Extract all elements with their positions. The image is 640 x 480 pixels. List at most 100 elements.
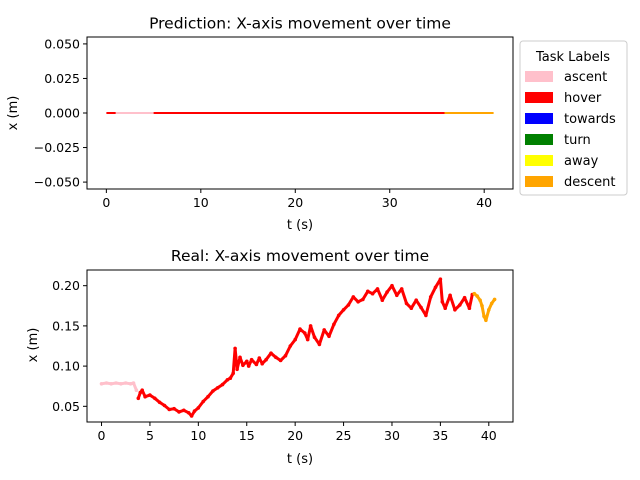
data-point-hover (225, 378, 230, 382)
data-point-hover (312, 335, 317, 340)
data-point-hover (138, 390, 143, 395)
data-point-hover (283, 353, 288, 358)
data-point-descent (472, 291, 477, 296)
data-point-descent (484, 318, 488, 323)
data-point-hover (370, 291, 375, 296)
data-point-hover (351, 295, 356, 299)
data-point-hover (241, 363, 245, 368)
data-point-hover (332, 322, 336, 327)
legend-swatch-turn (525, 134, 553, 145)
x-tick-label: 30 (384, 428, 400, 443)
data-point-hover (269, 351, 273, 356)
data-point-hover (467, 306, 472, 311)
legend-label-ascent: ascent (564, 70, 607, 85)
x-tick-label: 25 (336, 428, 352, 443)
data-point-hover (182, 408, 186, 413)
real-chart: Real: X-axis movement over time 0 5 10 15 20… (26, 247, 514, 467)
data-point-hover (274, 355, 278, 360)
prediction-chart: Prediction: X-axis movement over time 0 1… (6, 15, 514, 233)
data-point-descent (478, 298, 482, 303)
data-point-hover (341, 308, 346, 312)
data-point-hover (196, 406, 201, 410)
data-point-descent (480, 304, 484, 308)
y-tick-label: 0.10 (52, 359, 80, 374)
data-point-hover (419, 305, 423, 310)
data-point-hover (220, 382, 225, 387)
data-point-hover (157, 400, 162, 405)
data-point-hover (143, 394, 147, 399)
data-point-hover (390, 283, 394, 288)
data-point-hover (246, 364, 251, 368)
data-point-hover (440, 300, 445, 304)
data-point-ascent (128, 382, 133, 386)
data-point-hover (211, 389, 215, 393)
data-point-hover (308, 324, 313, 328)
plot-area: 0 10 20 30 40 −0.050 −0.025 0.000 0.025 0.050 (34, 36, 514, 210)
plot-area: 0 5 10 15 20 25 30 35 40 0.05 0.10 0.15 0.20 (52, 269, 514, 443)
data-point-descent (487, 308, 491, 312)
data-point-hover (177, 410, 181, 414)
data-point-hover (206, 394, 210, 399)
data-point-hover (433, 285, 438, 290)
data-point-hover (395, 293, 399, 298)
x-tick-label: 40 (476, 195, 492, 210)
x-tick-label: 40 (481, 428, 497, 443)
data-point-descent (482, 314, 486, 319)
y-tick-label: 0.025 (44, 71, 80, 86)
x-tick-label: 10 (193, 195, 209, 210)
data-point-hover (192, 409, 197, 413)
data-point-ascent (114, 381, 118, 385)
data-point-hover (404, 301, 409, 306)
data-point-descent (475, 294, 480, 298)
data-point-hover (322, 328, 327, 332)
data-point-hover (238, 355, 242, 360)
data-point-hover (172, 406, 176, 411)
data-point-hover (186, 411, 191, 415)
data-point-hover (409, 306, 414, 311)
x-tick-label: 30 (382, 195, 398, 210)
data-point-hover (399, 287, 404, 291)
legend-swatch-away (525, 155, 553, 166)
data-point-hover (136, 396, 141, 401)
data-point-hover (278, 358, 283, 363)
data-point-hover (361, 297, 365, 302)
data-point-hover (375, 287, 380, 291)
y-tick-label: −0.050 (34, 175, 80, 190)
legend-label-hover: hover (564, 91, 602, 106)
x-axis-label: t (s) (287, 452, 313, 467)
y-tick-label: 0.05 (52, 399, 80, 414)
legend-label-descent: descent (564, 175, 616, 190)
data-point-hover (148, 393, 152, 397)
data-point-ascent (109, 382, 113, 386)
y-axis-label: x (m) (6, 96, 21, 131)
legend-label-turn: turn (564, 133, 591, 148)
chart-title: Real: X-axis movement over time (171, 247, 429, 265)
data-point-hover (153, 396, 157, 401)
data-point-ascent (123, 381, 128, 385)
data-point-hover (215, 386, 220, 390)
data-point-hover (201, 399, 205, 404)
chart-title: Prediction: X-axis movement over time (149, 15, 451, 33)
data-point-hover (162, 403, 167, 408)
legend-label-towards: towards (564, 112, 616, 127)
data-point-hover (260, 361, 265, 366)
data-point-ascent (119, 382, 123, 386)
data-point-hover (245, 359, 249, 364)
data-point-hover (428, 295, 433, 299)
data-point-hover (249, 357, 254, 362)
legend-swatch-hover (525, 92, 553, 103)
series-trace-hover (136, 277, 474, 418)
data-point-ascent (131, 381, 136, 385)
data-point-hover (424, 313, 428, 318)
data-point-hover (233, 346, 237, 351)
legend-swatch-towards (525, 113, 553, 124)
x-tick-label: 35 (432, 428, 448, 443)
data-point-hover (356, 300, 360, 304)
data-point-hover (254, 362, 259, 367)
x-tick-label: 15 (239, 428, 255, 443)
data-point-hover (443, 306, 448, 311)
data-point-hover (288, 344, 293, 348)
data-point-hover (380, 298, 385, 303)
x-tick-label: 10 (190, 428, 206, 443)
